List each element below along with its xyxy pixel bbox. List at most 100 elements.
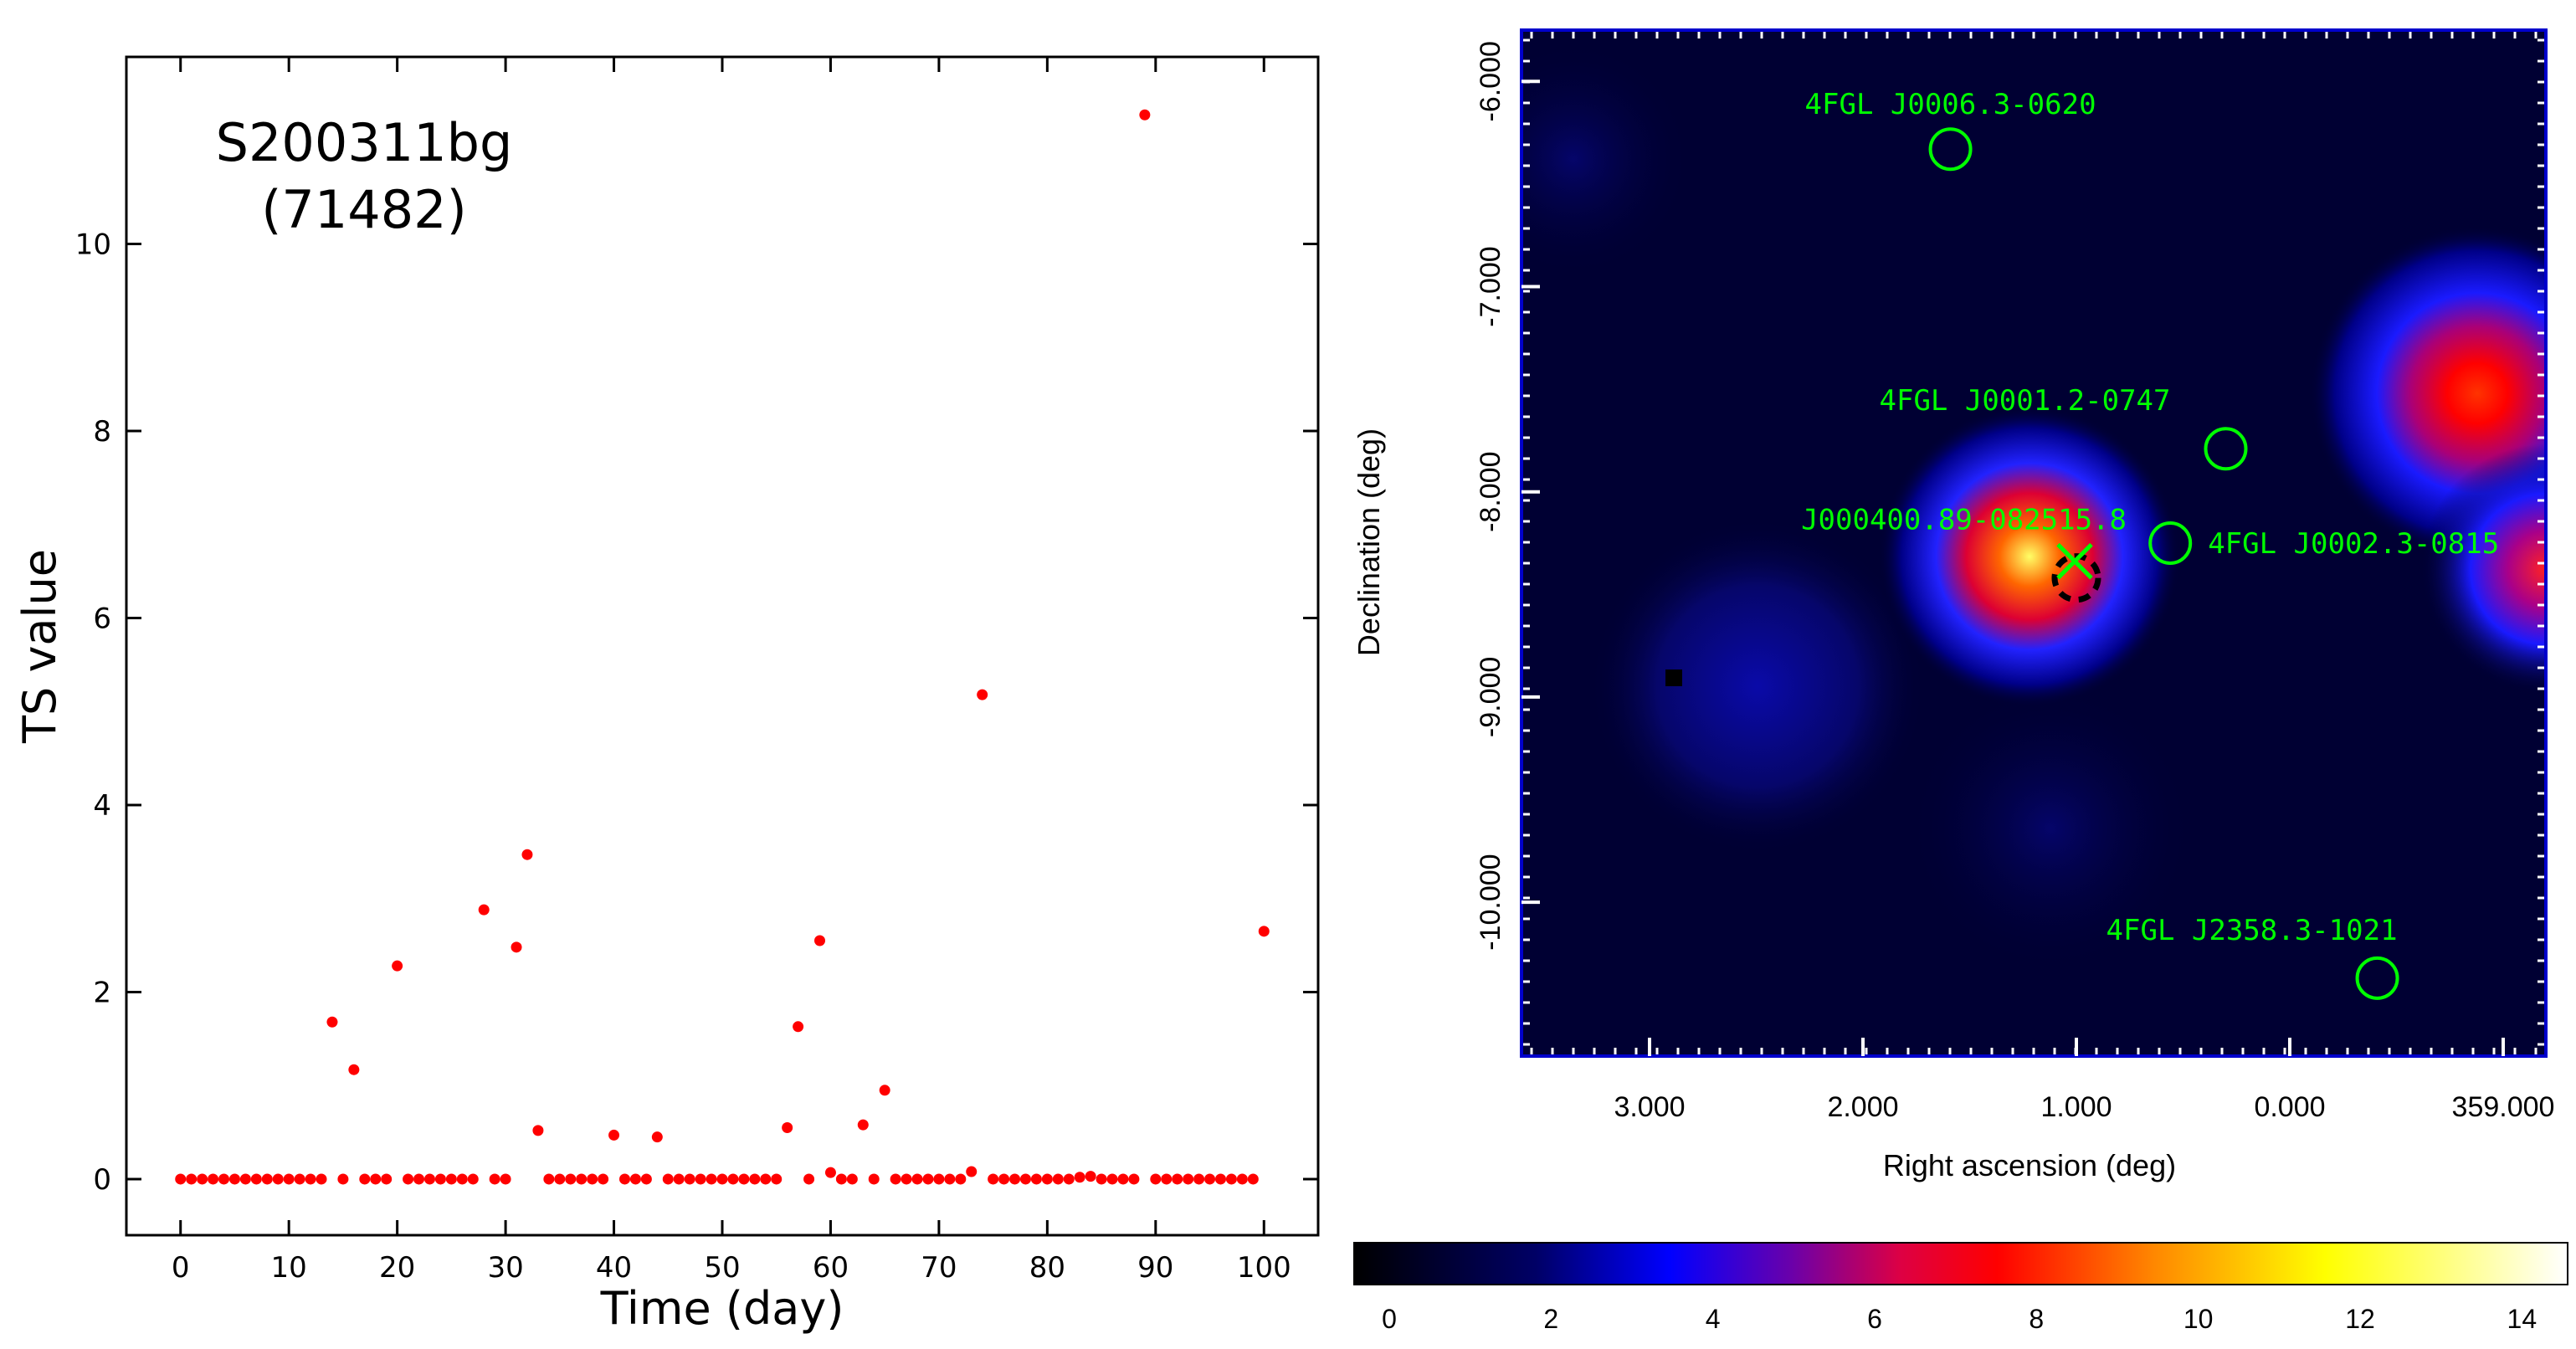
data-point xyxy=(1193,1173,1205,1185)
data-point xyxy=(1019,1173,1031,1185)
colorbar-tick-label: 10 xyxy=(2183,1304,2214,1334)
target-cross xyxy=(2056,542,2093,580)
colorbar-tick-label: 12 xyxy=(2345,1304,2375,1334)
data-point xyxy=(587,1173,598,1185)
data-point xyxy=(283,1173,295,1185)
data-point xyxy=(868,1173,880,1185)
x-tick-label: 80 xyxy=(1029,1251,1065,1285)
ra-tick-label: 1.000 xyxy=(2040,1091,2112,1123)
data-point xyxy=(565,1173,577,1185)
data-point xyxy=(695,1173,706,1185)
bright-blob-target xyxy=(1879,406,2180,707)
data-point xyxy=(239,1173,251,1185)
data-point xyxy=(261,1173,273,1185)
y-tick-label: 2 xyxy=(93,976,111,1009)
data-point xyxy=(511,941,522,953)
colorbar-tick-label: 8 xyxy=(2029,1304,2044,1334)
data-point xyxy=(879,1085,890,1096)
tsmap-panel: 3.000 2.000 1.000 0.000 359.000 -6.000 -7.000 -… xyxy=(1352,28,2568,1334)
colorbar xyxy=(1353,1242,2568,1285)
data-point xyxy=(576,1173,588,1185)
data-point xyxy=(381,1173,393,1185)
data-point xyxy=(500,1173,511,1185)
data-point xyxy=(911,1173,923,1185)
data-point xyxy=(618,1173,630,1185)
dec-tick-label: -6.000 xyxy=(1475,41,1506,121)
y-tick-label: 10 xyxy=(75,228,111,261)
colorbar-tick-label: 4 xyxy=(1706,1304,1721,1334)
data-point xyxy=(846,1173,858,1185)
source-circle xyxy=(2204,427,2248,471)
data-point xyxy=(197,1173,208,1185)
tsmap-xlabel: Right ascension (deg) xyxy=(1883,1148,2176,1182)
data-point xyxy=(640,1173,652,1185)
source-circle xyxy=(1928,127,1973,172)
data-point xyxy=(272,1173,284,1185)
faint-blob-corner xyxy=(1521,42,1691,276)
data-point xyxy=(857,1119,869,1131)
data-point xyxy=(738,1173,750,1185)
x-tick-label: 90 xyxy=(1137,1251,1173,1285)
data-point xyxy=(1183,1173,1194,1185)
data-point xyxy=(1258,926,1270,937)
ra-tick-label: 0.000 xyxy=(2254,1091,2325,1123)
data-point xyxy=(824,1167,836,1178)
x-tick-label: 70 xyxy=(921,1251,957,1285)
dec-tick-label: -9.000 xyxy=(1475,657,1506,737)
data-point xyxy=(598,1173,609,1185)
dec-tick-label: -10.000 xyxy=(1475,854,1506,950)
data-point xyxy=(1225,1173,1237,1185)
data-point xyxy=(771,1173,783,1185)
data-point xyxy=(1150,1173,1162,1185)
data-point xyxy=(922,1173,934,1185)
data-point xyxy=(1063,1173,1075,1185)
data-point xyxy=(727,1173,739,1185)
faint-blob-south xyxy=(1908,686,2193,971)
data-point xyxy=(316,1173,327,1185)
y-tick-label: 6 xyxy=(93,602,111,635)
data-point xyxy=(977,689,988,700)
data-point xyxy=(1236,1173,1248,1185)
data-point xyxy=(445,1173,457,1185)
source-label: 4FGL J0006.3-0620 xyxy=(1805,88,2096,121)
data-point xyxy=(662,1173,674,1185)
data-point xyxy=(423,1173,435,1185)
data-point xyxy=(434,1173,446,1185)
tsmap-ylabel: Declination (deg) xyxy=(1352,428,1386,656)
masked-pixel xyxy=(1665,669,1682,686)
ra-tick-label: 359.000 xyxy=(2452,1091,2555,1123)
data-point xyxy=(1247,1173,1259,1185)
y-tick-label: 0 xyxy=(93,1163,111,1197)
data-point xyxy=(337,1173,349,1185)
data-point xyxy=(359,1173,371,1185)
tsmap-sources: 4FGL J0006.3-0620 4FGL J0001.2-0747 4FGL J… xyxy=(1801,88,2499,1000)
target-label: J000400.89-082515.8 xyxy=(1801,504,2127,537)
ra-tick-label: 3.000 xyxy=(1614,1091,1685,1123)
data-point xyxy=(749,1173,761,1185)
data-point xyxy=(890,1173,901,1185)
data-point xyxy=(413,1173,425,1185)
data-point xyxy=(532,1125,544,1136)
data-point xyxy=(392,960,403,972)
data-point xyxy=(1074,1172,1085,1183)
data-point xyxy=(1030,1173,1042,1185)
x-tick-label: 60 xyxy=(813,1251,849,1285)
data-point xyxy=(305,1173,316,1185)
tsmap-frame xyxy=(1520,28,2548,1058)
source-label: 4FGL J2358.3-1021 xyxy=(2106,914,2398,947)
data-point xyxy=(250,1173,262,1185)
data-point xyxy=(814,935,826,946)
data-point xyxy=(608,1129,620,1141)
faint-blob-west xyxy=(1590,519,1925,854)
data-point xyxy=(467,1173,479,1185)
data-point xyxy=(543,1173,555,1185)
data-point xyxy=(1096,1173,1107,1185)
dec-tick-label: -8.000 xyxy=(1475,451,1506,531)
data-point xyxy=(175,1173,187,1185)
x-tick-label: 100 xyxy=(1237,1251,1291,1285)
source-label: 4FGL J0002.3-0815 xyxy=(2208,527,2499,561)
y-tick-label: 8 xyxy=(93,415,111,449)
lightcurve-xlabel: Time (day) xyxy=(600,1282,844,1335)
data-point xyxy=(370,1173,382,1185)
